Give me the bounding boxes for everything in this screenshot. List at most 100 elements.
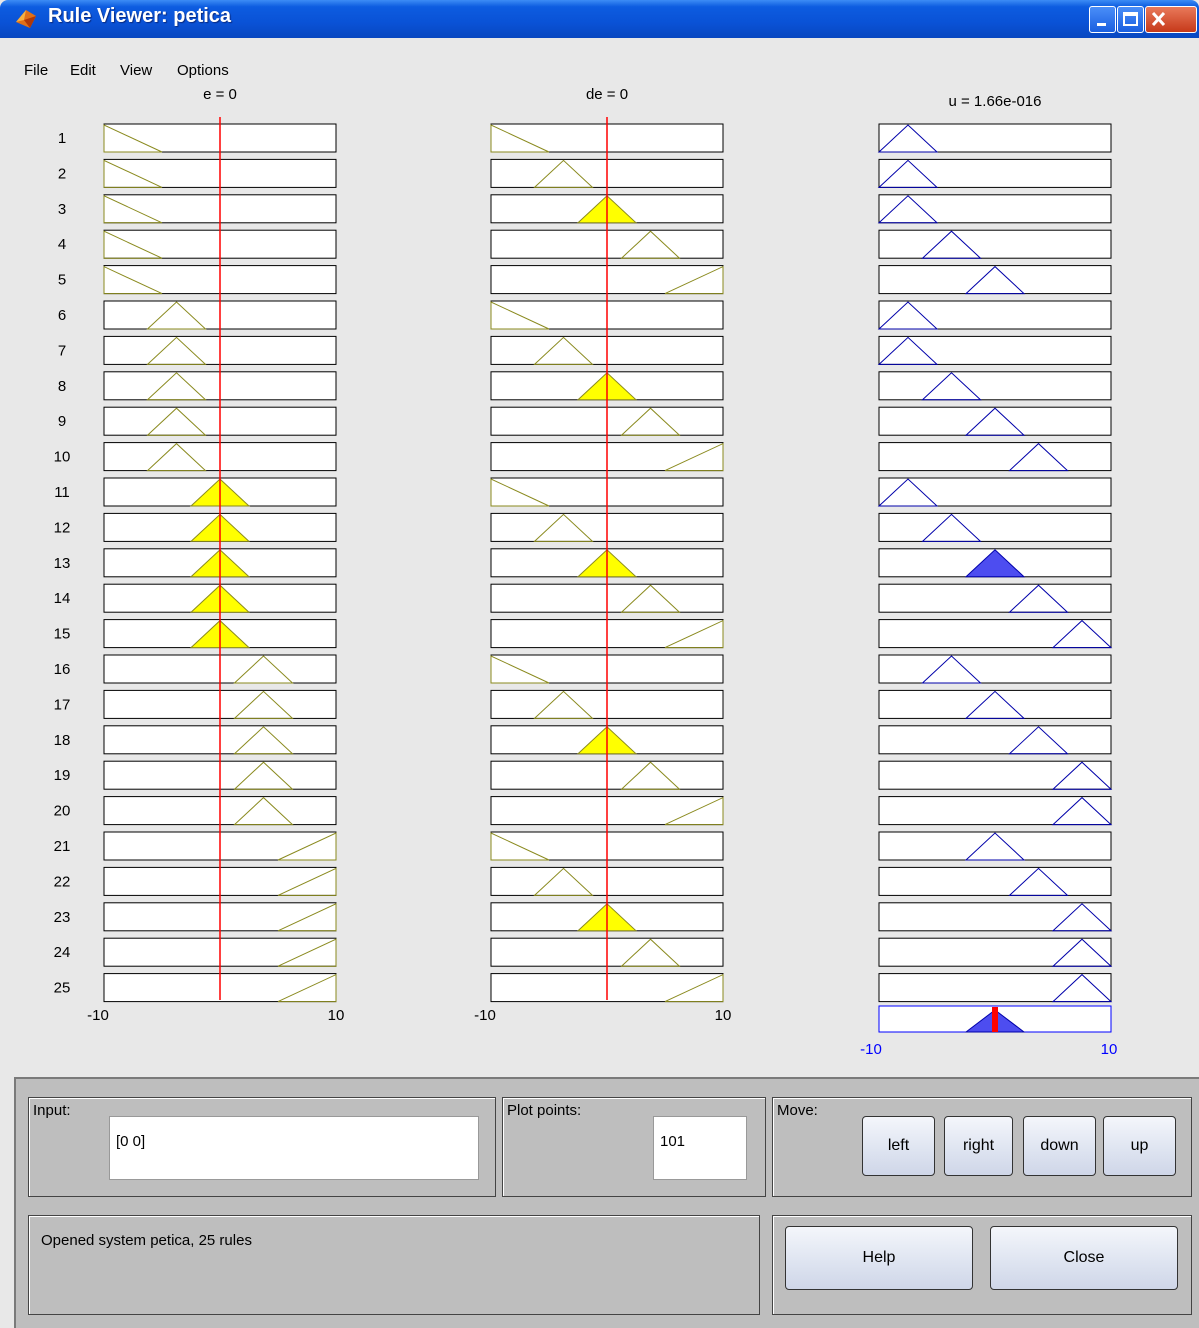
- output-mf-curve: [1008, 726, 1069, 755]
- x-tick-label: 10: [328, 1007, 345, 1024]
- output-mf-curve: [1008, 867, 1069, 896]
- rule-number-label: 1: [58, 130, 66, 147]
- output-mf-curve: [1008, 584, 1069, 613]
- input-mf-curve: [620, 230, 681, 259]
- plot-points-field[interactable]: 101: [653, 1116, 747, 1180]
- output-mf-curve: [964, 549, 1026, 578]
- move-right-button[interactable]: right: [944, 1116, 1013, 1176]
- input-mf-curve: [103, 124, 163, 153]
- output-mf-curve: [921, 230, 982, 259]
- input-mf-curve: [233, 761, 294, 790]
- rule-number-label: 12: [54, 519, 71, 536]
- output-mf-box: [878, 796, 1112, 826]
- output-mf-box: [878, 158, 1112, 188]
- move-down-button[interactable]: down: [1023, 1116, 1096, 1176]
- input-mf-curve: [103, 195, 163, 224]
- status-text: Opened system petica, 25 rules: [41, 1232, 252, 1249]
- output-mf-curve: [1051, 619, 1113, 649]
- output-mf-box: [878, 973, 1112, 1003]
- input-mf-curve: [103, 230, 163, 259]
- output-mf-curve: [1008, 442, 1069, 472]
- rule-number-label: 3: [58, 201, 66, 218]
- rule-number-label: 21: [54, 838, 71, 855]
- input-mf-curve: [233, 726, 294, 755]
- input-mf-curve: [233, 796, 294, 826]
- output-mf-box: [878, 123, 1112, 153]
- input-mf-curve: [233, 690, 294, 719]
- menu-file[interactable]: File: [24, 62, 49, 79]
- input-group: Input: [0 0]: [28, 1097, 496, 1197]
- output-mf-box: [878, 654, 1112, 684]
- output-mf-box: [878, 477, 1112, 507]
- output-mf-box: [878, 335, 1112, 365]
- input-mf-curve: [146, 301, 207, 330]
- rule-number-label: 15: [54, 626, 71, 643]
- x-tick-label: -10: [860, 1041, 882, 1058]
- window-close-button[interactable]: [1145, 6, 1197, 33]
- rule-number-label: 19: [54, 767, 71, 784]
- output-mf-box: [878, 831, 1112, 861]
- output-mf-box: [878, 371, 1112, 401]
- input-mf-curve: [533, 336, 594, 365]
- close-icon: [1151, 11, 1166, 27]
- title-bar: Rule Viewer: petica: [0, 0, 1199, 38]
- output-mf-curve: [877, 159, 939, 188]
- input-mf-curve: [146, 336, 207, 365]
- input-mf-curve: [277, 938, 337, 967]
- menu-view[interactable]: View: [120, 62, 153, 79]
- rule-number-label: 24: [54, 944, 71, 961]
- plot-points-label: Plot points:: [507, 1102, 582, 1119]
- minimize-button[interactable]: [1089, 6, 1116, 33]
- rule-number-label: 22: [54, 873, 71, 890]
- input-1-header: e = 0: [203, 86, 237, 103]
- x-tick-label: 10: [715, 1007, 732, 1024]
- rule-number-label: 17: [54, 696, 71, 713]
- move-left-button[interactable]: left: [862, 1116, 935, 1176]
- output-mf-curve: [964, 690, 1026, 719]
- output-mf-box: [878, 866, 1112, 896]
- output-mf-curve: [1051, 761, 1113, 790]
- close-button[interactable]: Close: [990, 1226, 1178, 1290]
- output-mf-box: [878, 194, 1112, 224]
- input-mf-curve: [490, 124, 550, 153]
- output-mf-curve: [877, 336, 939, 365]
- help-button[interactable]: Help: [785, 1226, 973, 1290]
- input-mf-curve: [146, 407, 207, 436]
- output-mf-box: [878, 406, 1112, 436]
- maximize-button[interactable]: [1117, 6, 1144, 33]
- rule-number-label: 2: [58, 165, 66, 182]
- input-mf-curve: [533, 159, 594, 188]
- input-mf-curve: [664, 265, 724, 295]
- window-title: Rule Viewer: petica: [48, 5, 232, 27]
- menu-edit[interactable]: Edit: [70, 62, 96, 79]
- rule-number-label: 25: [54, 980, 71, 997]
- input-2-header: de = 0: [586, 86, 628, 103]
- input-field[interactable]: [0 0]: [109, 1116, 479, 1180]
- output-mf-box: [878, 265, 1112, 295]
- move-up-button[interactable]: up: [1103, 1116, 1176, 1176]
- output-value-marker: [992, 1007, 998, 1032]
- output-mf-box: [878, 689, 1112, 719]
- matlab-icon: [16, 10, 36, 28]
- rule-number-label: 23: [54, 909, 71, 926]
- actions-group: Help Close: [772, 1215, 1192, 1315]
- output-mf-curve: [1051, 973, 1113, 1003]
- output-mf-curve: [1051, 903, 1113, 932]
- rule-number-label: 13: [54, 555, 71, 572]
- output-mf-curve: [921, 372, 982, 401]
- input-mf-curve: [490, 301, 550, 330]
- input-mf-curve: [277, 903, 337, 932]
- input-mf-curve: [277, 867, 337, 896]
- status-group: Opened system petica, 25 rules: [28, 1215, 760, 1315]
- output-mf-curve: [921, 513, 982, 542]
- input-mf-curve: [620, 938, 681, 967]
- input-mf-curve: [146, 372, 207, 401]
- output-header: u = 1.66e-016: [949, 93, 1042, 110]
- output-mf-curve: [877, 301, 939, 330]
- input-mf-curve: [103, 265, 163, 295]
- output-mf-box: [878, 442, 1112, 472]
- menu-options[interactable]: Options: [177, 62, 229, 79]
- input-mf-curve: [620, 407, 681, 436]
